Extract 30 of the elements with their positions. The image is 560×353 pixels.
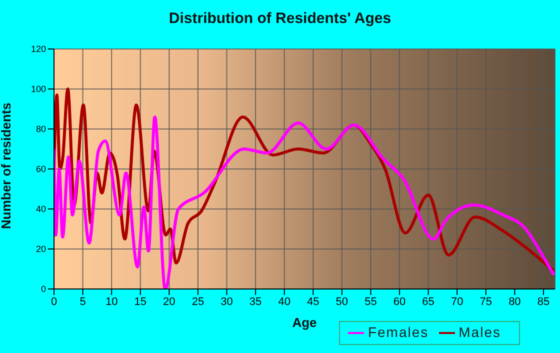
x-tick-label: 50 bbox=[336, 296, 348, 308]
x-tick-label: 75 bbox=[480, 296, 492, 308]
x-tick-label: 55 bbox=[364, 296, 377, 308]
x-tick-label: 70 bbox=[450, 296, 464, 308]
y-tick-label: 0 bbox=[40, 284, 46, 294]
x-tick-label: 40 bbox=[278, 296, 290, 308]
y-tick-label: 80 bbox=[36, 124, 46, 134]
y-tick-label: 60 bbox=[36, 164, 46, 174]
y-tick-label: 20 bbox=[36, 244, 46, 254]
x-tick-label: 25 bbox=[192, 296, 204, 308]
x-tick-label: 35 bbox=[249, 296, 262, 308]
legend-label: Females bbox=[368, 324, 429, 340]
x-tick-label: 20 bbox=[163, 296, 176, 308]
x-tick-label: 80 bbox=[508, 296, 521, 308]
y-axis-title: Number of residents bbox=[0, 102, 14, 229]
y-tick-label: 40 bbox=[36, 204, 46, 214]
x-axis-title: Age bbox=[292, 315, 317, 330]
chart-title: Distribution of Residents' Ages bbox=[168, 10, 392, 27]
x-tick-label: 5 bbox=[80, 296, 86, 308]
x-tick-label: 0 bbox=[50, 296, 58, 308]
y-tick-label: 120 bbox=[30, 44, 46, 54]
x-tick-label: 30 bbox=[220, 296, 233, 308]
x-tick-label: 60 bbox=[393, 296, 406, 308]
x-tick-label: 15 bbox=[134, 296, 147, 308]
x-tick-label: 85 bbox=[537, 296, 550, 308]
y-tick-label: 100 bbox=[30, 84, 46, 94]
x-tick-label: 10 bbox=[105, 296, 118, 308]
legend-label: Males bbox=[458, 324, 501, 340]
x-tick-label: 45 bbox=[307, 296, 320, 308]
x-tick-label: 65 bbox=[422, 296, 434, 308]
